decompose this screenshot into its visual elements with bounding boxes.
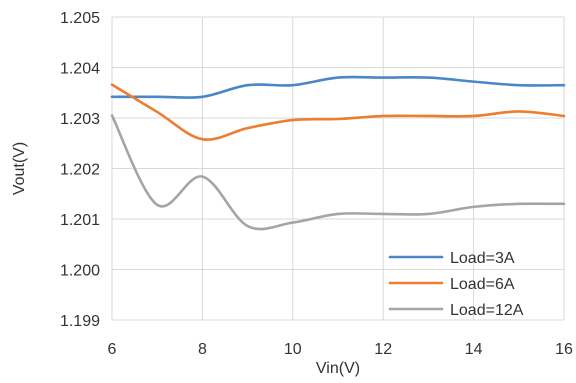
y-tick-label: 1.204 — [60, 61, 100, 78]
grid-layer — [111, 16, 565, 321]
y-axis-title: Vout(V) — [11, 142, 28, 195]
legend: Load=3A Load=6A Load=12A — [388, 250, 524, 319]
x-tick-label: 10 — [284, 341, 302, 358]
x-axis-title: Vin(V) — [316, 360, 360, 377]
y-tick-label: 1.202 — [60, 162, 100, 179]
x-tick-label: 12 — [374, 341, 392, 358]
legend-label-load-6a: Load=6A — [450, 276, 515, 293]
y-tick-label: 1.199 — [60, 313, 100, 330]
series-line-load-6a — [110, 83, 566, 141]
x-tick-label: 8 — [198, 341, 207, 358]
series-layer — [110, 75, 566, 231]
y-tick-label: 1.201 — [60, 212, 100, 229]
series-line-load-3a — [110, 75, 566, 99]
y-tick-label: 1.205 — [60, 10, 100, 27]
tick-layer: 1.205 1.204 1.203 1.202 1.201 1.200 1.199 6 8 10 1… — [60, 10, 573, 358]
x-tick-label: 6 — [108, 341, 117, 358]
y-tick-label: 1.200 — [60, 263, 100, 280]
series-line-load-12a — [110, 114, 566, 231]
x-tick-label: 16 — [555, 341, 573, 358]
legend-label-load-12a: Load=12A — [450, 302, 524, 319]
x-tick-label: 14 — [465, 341, 483, 358]
y-tick-label: 1.203 — [60, 111, 100, 128]
legend-label-load-3a: Load=3A — [450, 250, 515, 267]
